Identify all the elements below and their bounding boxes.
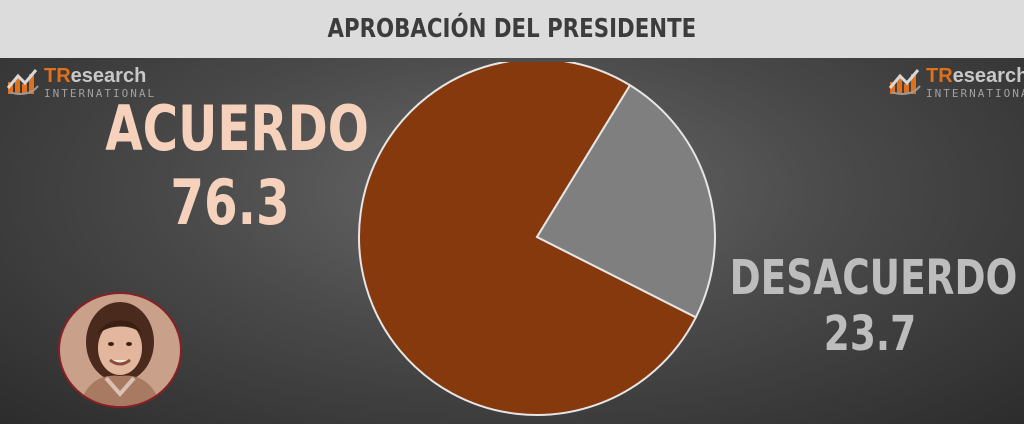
pie-slice-acuerdo — [358, 62, 698, 416]
president-portrait — [58, 292, 182, 408]
header-bar: APROBACIÓN DEL PRESIDENTE — [0, 0, 1024, 58]
logo-brand: TResearch — [44, 65, 147, 87]
pie-chart — [358, 62, 716, 416]
logo-right: TResearch INTERNATIONAL — [888, 66, 1024, 99]
disagree-label: DESACUERDO — [729, 250, 1018, 306]
logo-left: TResearch INTERNATIONAL — [6, 66, 156, 99]
agree-label: ACUERDO — [105, 92, 369, 165]
tresearch-logo-icon — [888, 69, 921, 95]
portrait-image — [60, 294, 180, 406]
logo-sub: INTERNATIONAL — [44, 87, 157, 100]
pie-slice-desacuerdo — [535, 83, 716, 319]
logo-sub: INTERNATIONAL — [926, 87, 1024, 100]
disagree-value: 23.7 — [823, 306, 917, 362]
agree-value: 76.3 — [170, 166, 290, 239]
chart-title: APROBACIÓN DEL PRESIDENTE — [327, 14, 697, 44]
logo-brand: TResearch — [926, 65, 1024, 87]
tresearch-logo-icon — [6, 69, 39, 95]
